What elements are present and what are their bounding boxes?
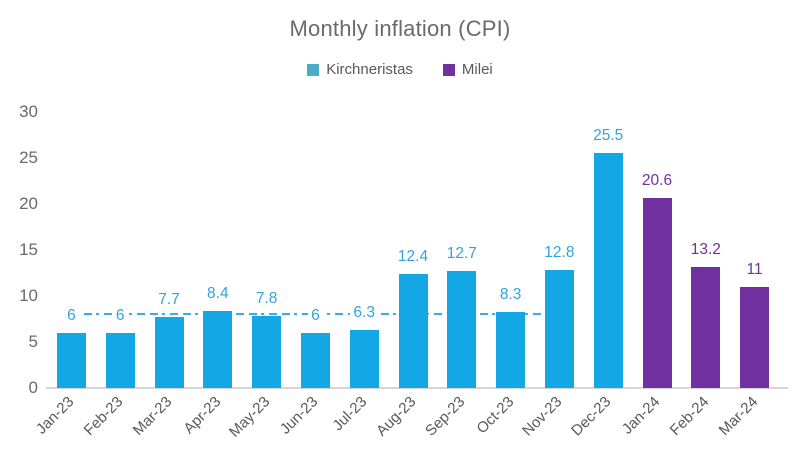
- legend-item-milei: Milei: [442, 61, 493, 78]
- bar-value-label: 6: [85, 306, 155, 325]
- bar-nov-23: [544, 270, 574, 388]
- bar-value-label: 6.3: [329, 304, 399, 322]
- y-axis-tick-label: 5: [28, 332, 38, 351]
- y-axis-tick-label: 10: [19, 286, 38, 305]
- bar-jan-23: [56, 332, 86, 388]
- bar-oct-23: [496, 311, 526, 388]
- legend-item-kirchneristas: Kirchneristas: [307, 61, 413, 78]
- legend-swatch-icon: [442, 63, 455, 76]
- bar-feb-24: [691, 266, 721, 388]
- y-axis-tick-label: 25: [19, 148, 38, 167]
- bar-value-label: 25.5: [573, 127, 643, 145]
- legend-label: Kirchneristas: [326, 61, 413, 78]
- bar-value-label: 12.4: [378, 247, 448, 266]
- bar-value-label: 12.7: [427, 245, 497, 263]
- y-axis-tick-label: 15: [19, 240, 38, 259]
- bar-jan-24: [642, 198, 672, 388]
- bar-aug-23: [398, 273, 428, 388]
- bar-mar-24: [740, 286, 770, 388]
- bar-jul-23: [349, 330, 379, 388]
- bar-may-23: [252, 316, 282, 388]
- bar-value-label: 13.2: [671, 240, 741, 259]
- y-axis-tick-label: 0: [28, 378, 38, 397]
- bar-value-label: 12.8: [524, 244, 594, 262]
- bar-jun-23: [300, 332, 330, 388]
- bar-apr-23: [203, 310, 233, 388]
- legend-swatch-icon: [307, 63, 320, 76]
- y-axis-tick-label: 20: [19, 194, 38, 213]
- bar-sep-23: [447, 271, 477, 388]
- chart-title: Monthly inflation (CPI): [289, 16, 511, 41]
- x-axis-line: [46, 387, 788, 389]
- bar-feb-23: [105, 332, 135, 388]
- bar-value-label: 6: [280, 306, 350, 325]
- legend: Kirchneristas Milei: [0, 61, 800, 78]
- bar-value-label: 8.3: [476, 285, 546, 304]
- y-axis-tick-label: 30: [19, 102, 38, 121]
- bar-dec-23: [593, 153, 623, 388]
- bar-value-label: 7.8: [232, 290, 302, 308]
- bar-value-label: 11: [720, 260, 790, 279]
- bar-value-label: 7.7: [134, 291, 204, 309]
- bar-value-label: 8.4: [183, 284, 253, 303]
- bar-value-label: 20.6: [622, 172, 692, 190]
- legend-label: Milei: [461, 61, 493, 78]
- bar-value-label: 6: [36, 306, 106, 325]
- bar-mar-23: [154, 317, 184, 388]
